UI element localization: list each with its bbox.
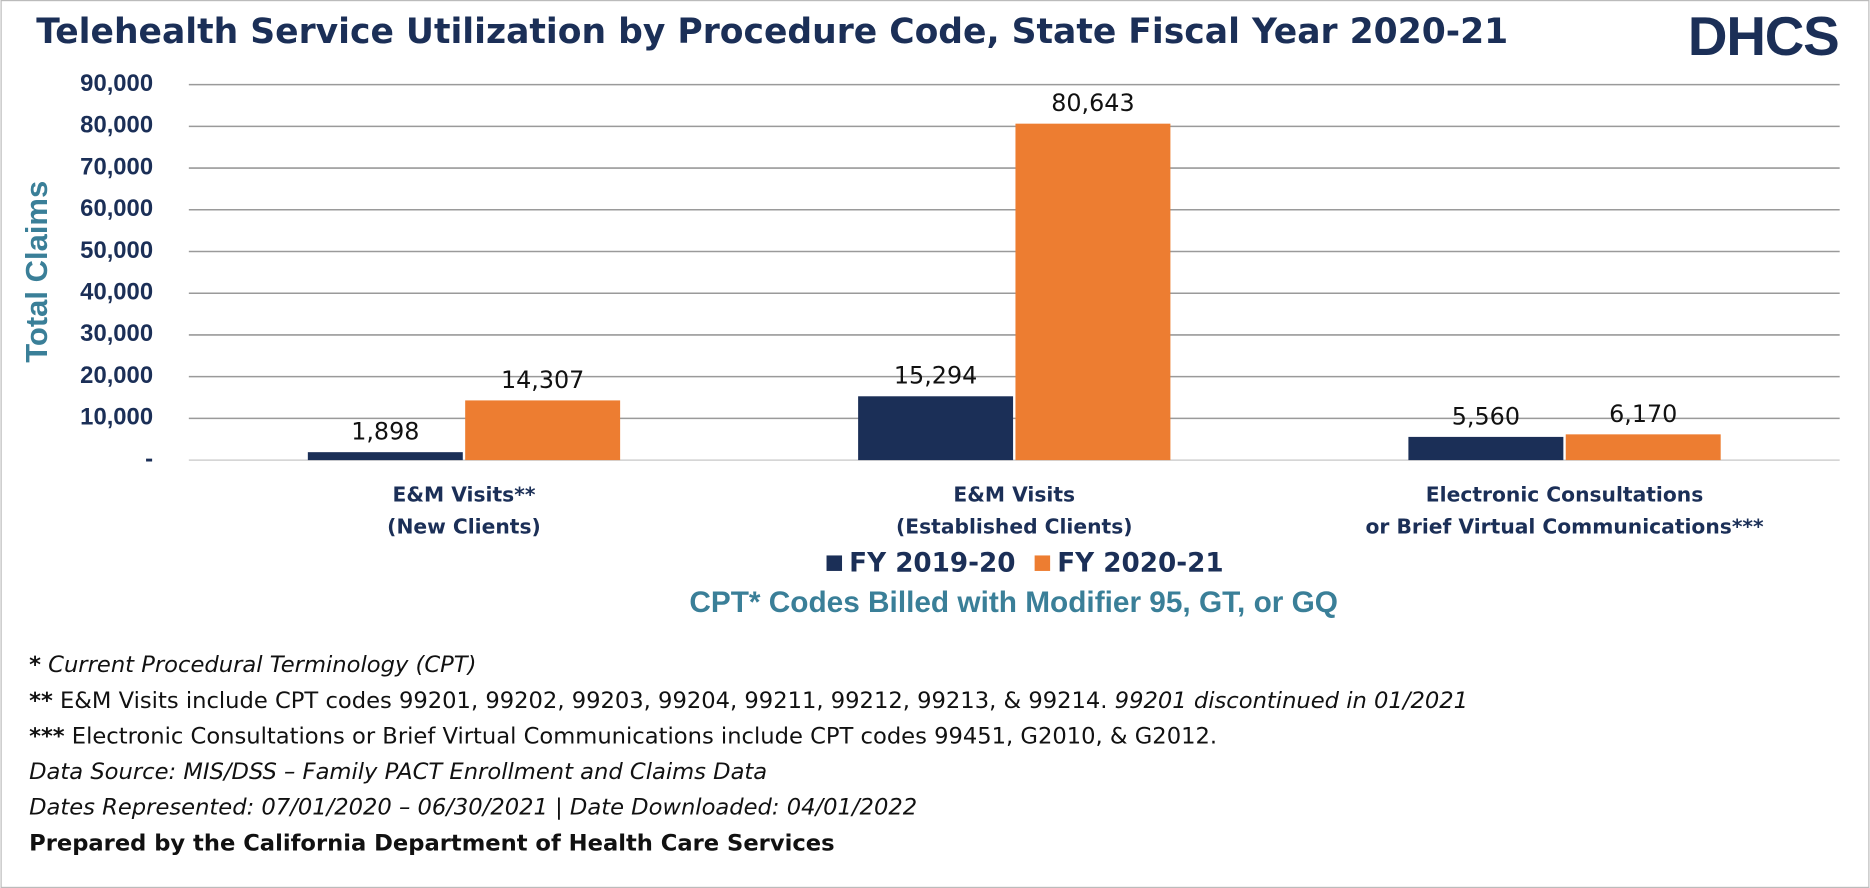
y-tick-label: 60,000 xyxy=(80,195,153,222)
chart-title: Telehealth Service Utilization by Proced… xyxy=(36,12,1508,52)
x-tick-label: (New Clients) xyxy=(387,515,541,539)
legend-swatch xyxy=(1034,555,1051,571)
footnotes: * Current Procedural Terminology (CPT) *… xyxy=(29,652,1468,857)
y-tick-label: 80,000 xyxy=(80,112,153,139)
value-label: 15,294 xyxy=(894,362,977,390)
x-tick-label: E&M Visits** xyxy=(393,482,536,506)
value-label: 80,643 xyxy=(1051,89,1134,117)
value-label: 14,307 xyxy=(501,366,584,394)
value-label: 1,898 xyxy=(351,418,419,446)
x-tick-label: (Established Clients) xyxy=(896,515,1133,539)
y-tick-label: 70,000 xyxy=(80,153,153,180)
bar xyxy=(307,452,463,461)
y-tick-label: 90,000 xyxy=(80,70,153,97)
footnote-text: Current Procedural Terminology (CPT) xyxy=(48,652,476,678)
y-tick-label: 20,000 xyxy=(80,362,153,389)
bar xyxy=(1565,434,1721,461)
y-tick-label: 50,000 xyxy=(80,237,153,264)
x-tick-label: E&M Visits xyxy=(953,482,1075,506)
legend-label: FY 2019-20 xyxy=(849,548,1015,578)
logo: DHCS xyxy=(1688,5,1839,67)
footnote: * Current Procedural Terminology (CPT) xyxy=(29,652,476,678)
footnote: Data Source: MIS/DSS – Family PACT Enrol… xyxy=(29,759,767,785)
footnote-mark: *** xyxy=(29,723,65,749)
legend-label: FY 2020-21 xyxy=(1057,548,1223,578)
footnote: Dates Represented: 07/01/2020 – 06/30/20… xyxy=(29,795,917,821)
bar xyxy=(1408,436,1564,461)
footnote-mark: ** xyxy=(29,687,53,713)
value-label: 6,170 xyxy=(1609,400,1677,428)
bar xyxy=(858,396,1014,461)
footnote: ** E&M Visits include CPT codes 99201, 9… xyxy=(29,687,1468,713)
footnote-note: 99201 discontinued in 01/2021 xyxy=(1115,687,1468,713)
x-tick-label: or Brief Virtual Communications*** xyxy=(1365,515,1763,539)
bar xyxy=(465,400,621,461)
y-tick-label: 30,000 xyxy=(80,320,153,347)
x-tick-label: Electronic Consultations xyxy=(1426,482,1703,506)
y-tick-label: 40,000 xyxy=(80,279,153,306)
footnote: *** Electronic Consultations or Brief Vi… xyxy=(29,723,1217,749)
y-tick-label: 10,000 xyxy=(80,404,153,431)
footnote: Prepared by the California Department of… xyxy=(29,830,834,856)
bar xyxy=(1015,123,1171,461)
y-axis-title: Total Claims xyxy=(19,181,54,363)
value-label: 5,560 xyxy=(1452,402,1520,430)
footnote-mark: * xyxy=(29,652,41,678)
x-axis-title: CPT* Codes Billed with Modifier 95, GT, … xyxy=(689,586,1338,619)
y-tick-label: - xyxy=(145,445,153,472)
footnote-text: Electronic Consultations or Brief Virtua… xyxy=(72,723,1217,749)
legend-swatch xyxy=(826,555,843,571)
footnote-text: E&M Visits include CPT codes 99201, 9920… xyxy=(60,687,1108,713)
